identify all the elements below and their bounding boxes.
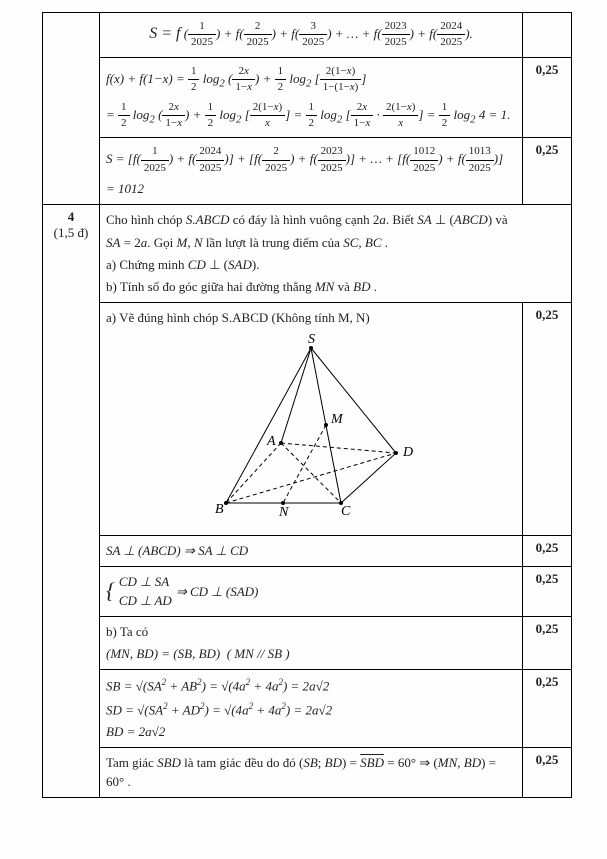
cell-score-r8: 0,25 (523, 616, 572, 669)
cell-score-r2: 0,25 (523, 57, 572, 138)
q4-l3: a) Chứng minh CD ⊥ (SAD). (106, 257, 259, 272)
q4-l2: SA = 2a. Gọi M, N lần lượt là trung điểm… (106, 235, 388, 250)
pyramid-figure: S A B C D M N (181, 333, 441, 523)
cell-fx-derive: f(x) + f(1−x) = 12 log2 (2x1−x) + 12 log… (100, 57, 523, 138)
lbl-S: S (308, 333, 315, 347)
cell-s-sum: S = [f(12025) + f(20242025)] + [f(22025)… (100, 138, 523, 205)
cell-figure: a) Vẽ đúng hình chóp S.ABCD (Không tính … (100, 303, 523, 536)
q4-number: 4 (49, 209, 93, 225)
cell-r6: SA ⊥ (ABCD) ⇒ SA ⊥ CD (100, 536, 523, 567)
cell-top-score-empty (523, 13, 572, 58)
cell-r7: { CD ⊥ SA CD ⊥ AD ⇒ CD ⊥ (SAD) (100, 567, 523, 616)
cell-r10: Tam giác SBD là tam giác đều do đó (SB; … (100, 748, 523, 797)
cell-score-r3: 0,25 (523, 138, 572, 205)
cell-q4-body: Cho hình chóp S.ABCD có đáy là hình vuôn… (100, 205, 572, 303)
cell-score-r10: 0,25 (523, 748, 572, 797)
lbl-C: C (341, 504, 351, 519)
lbl-D: D (402, 445, 413, 460)
cell-r9: SB = √(SA2 + AB2) = √(4a2 + 4a2) = 2a√2 … (100, 670, 523, 748)
cell-q4-num: 4 (1,5 đ) (43, 205, 100, 797)
q4-points: (1,5 đ) (49, 225, 93, 241)
lbl-M: M (330, 412, 344, 427)
cell-score-r7: 0,25 (523, 567, 572, 616)
cell-score-r6: 0,25 (523, 536, 572, 567)
fig-caption: a) Vẽ đúng hình chóp S.ABCD (Không tính … (106, 307, 516, 329)
cell-score-r5: 0,25 (523, 303, 572, 536)
r8-l1: b) Ta có (106, 621, 516, 643)
solution-table: S = f (12025) + f(22025) + f(32025) + … … (42, 12, 572, 798)
lbl-N: N (278, 505, 289, 520)
lbl-B: B (215, 502, 224, 517)
col-left-empty (43, 13, 100, 205)
s-result: = 1012 (106, 178, 516, 200)
cell-score-r9: 0,25 (523, 670, 572, 748)
lbl-A: A (266, 434, 276, 449)
cell-r8: b) Ta có (MN, BD) = (SB, BD) ( MN // SB … (100, 616, 523, 669)
cell-top-eq: S = f (12025) + f(22025) + f(32025) + … … (100, 13, 523, 58)
q4-l4: b) Tính số đo góc giữa hai đường thẳng M… (106, 279, 377, 294)
